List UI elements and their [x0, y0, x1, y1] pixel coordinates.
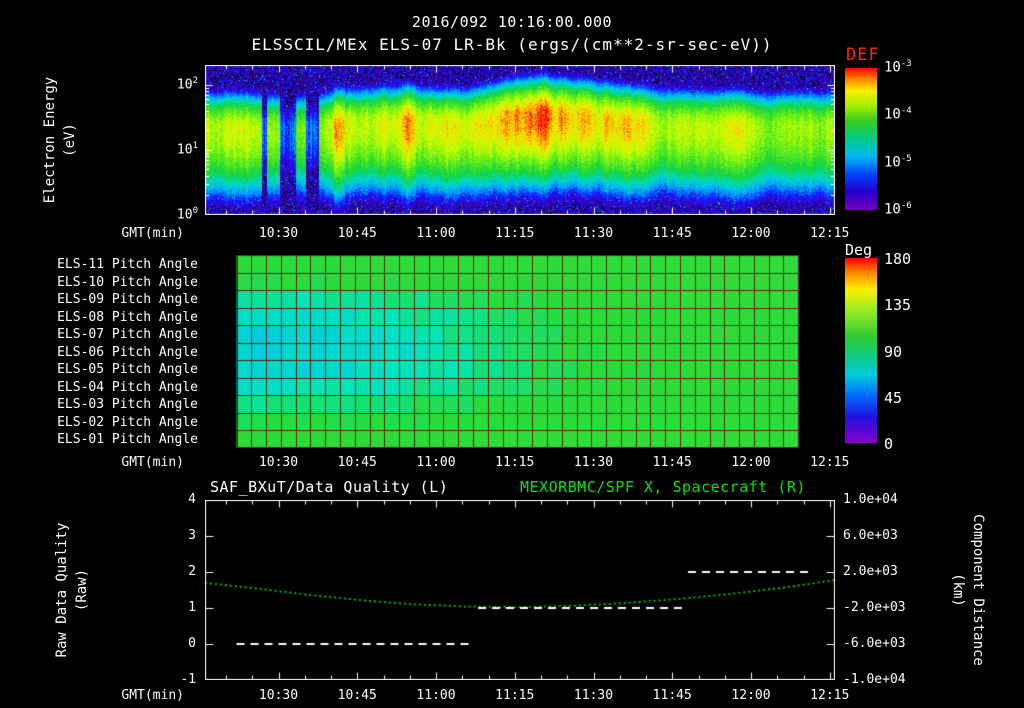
x-tick-label: 12:00 — [731, 455, 771, 470]
y-tick-label: 6.0e+03 — [843, 528, 898, 543]
y-tick-label: -2.0e+03 — [843, 600, 906, 615]
y-tick-label: 2 — [188, 564, 196, 579]
y-tick-label: 4 — [188, 492, 196, 507]
pitch-row-label: ELS-02 Pitch Angle — [57, 414, 198, 430]
spectrogram-y-axis-label-line2: (eV) — [62, 123, 78, 157]
x-tick-label: 11:15 — [495, 688, 535, 703]
page-title: 2016/092 10:16:00.000 — [411, 13, 613, 31]
x-tick-label: 11:00 — [416, 226, 456, 241]
x-tick-label: 11:45 — [652, 455, 692, 470]
pitch-row-label: ELS-08 Pitch Angle — [57, 309, 198, 325]
spectrogram-colorbar — [845, 68, 877, 210]
def-units-label: DEF — [846, 45, 880, 65]
pitch-row-label: ELS-01 Pitch Angle — [57, 432, 198, 448]
y-tick-label: 101 — [176, 140, 198, 158]
pitch-row-label: ELS-03 Pitch Angle — [57, 397, 198, 413]
pitch-row-label: ELS-04 Pitch Angle — [57, 379, 198, 395]
x-tick-label: 11:15 — [495, 226, 535, 241]
x-tick-label: 11:45 — [652, 688, 692, 703]
quality-title: SAF_BXuT/Data Quality (L) — [210, 478, 449, 496]
y-tick-label: 100 — [176, 206, 198, 223]
x-tick-label: 10:45 — [337, 226, 377, 241]
distance-title: MEXORBMC/SPF X, Spacecraft (R) — [520, 478, 806, 496]
x-tick-label: 11:30 — [573, 226, 614, 241]
spectrogram-y-axis-label-line1: Electron Energy — [42, 76, 58, 204]
colorbar-tick-label: 45 — [884, 388, 903, 407]
y-tick-label: -1 — [180, 672, 196, 687]
y-tick-label: 1 — [188, 600, 196, 615]
gmt-axis-label: GMT(min) — [121, 455, 184, 470]
x-tick-label: 11:00 — [416, 455, 456, 470]
x-tick-label: 11:00 — [416, 688, 456, 703]
x-tick-label: 10:30 — [258, 688, 299, 703]
pitch-row-label: ELS-07 Pitch Angle — [57, 327, 198, 343]
quality-distance-plot — [205, 500, 835, 680]
pitch-row-label: ELS-11 Pitch Angle — [57, 257, 198, 272]
colorbar-tick-label: 180 — [884, 250, 912, 268]
y-tick-label: 3 — [188, 528, 196, 543]
gmt-axis-label: GMT(min) — [121, 688, 184, 703]
quality-y-axis-label-line2: (Raw) — [74, 568, 90, 612]
colorbar-tick-label: 10-5 — [884, 153, 912, 171]
gmt-axis-label: GMT(min) — [121, 226, 184, 241]
y-tick-label: -6.0e+03 — [843, 636, 906, 651]
distance-y-axis-label-line1: Component Distance — [970, 514, 986, 666]
x-tick-label: 12:00 — [731, 688, 771, 703]
pitch-colorbar — [845, 258, 877, 443]
quality-y-axis-label-line1: Raw Data Quality — [54, 522, 70, 658]
x-tick-label: 10:45 — [337, 688, 377, 703]
pitch-row-label: ELS-10 Pitch Angle — [57, 274, 198, 290]
spectrogram-plot — [205, 65, 835, 215]
x-tick-label: 11:15 — [495, 455, 535, 470]
y-tick-label: 1.0e+04 — [843, 492, 898, 507]
distance-y-axis-label-line2: (km) — [950, 573, 966, 607]
x-tick-label: 12:00 — [731, 226, 771, 241]
y-tick-label: 2.0e+03 — [843, 564, 898, 579]
pitch-row-label: ELS-09 Pitch Angle — [57, 292, 198, 308]
pitch-row-label: ELS-06 Pitch Angle — [57, 344, 198, 360]
y-tick-label: 102 — [176, 75, 198, 92]
x-tick-label: 12:15 — [810, 688, 850, 703]
y-tick-label: 0 — [188, 636, 196, 651]
pitch-angle-plot — [205, 255, 835, 448]
x-tick-label: 11:30 — [573, 455, 614, 470]
x-tick-label: 10:45 — [337, 455, 377, 470]
x-tick-label: 12:15 — [810, 226, 850, 241]
instrument-title: ELSSCIL/MEx ELS-07 LR-Bk (ergs/(cm**2-sr… — [251, 35, 773, 54]
spectrogram-y-axis-label: Electron Energy (eV) — [40, 0, 80, 290]
colorbar-tick-label: 0 — [884, 435, 894, 453]
colorbar-tick-label: 10-4 — [884, 106, 912, 123]
quality-y-axis-label: Raw Data Quality (Raw) — [52, 440, 92, 708]
pitch-colorbar-title: Deg — [845, 241, 873, 259]
x-tick-label: 11:45 — [652, 226, 692, 241]
x-tick-label: 10:30 — [258, 226, 299, 241]
distance-y-axis-label: Component Distance (km) — [948, 440, 988, 708]
x-tick-label: 11:30 — [573, 688, 614, 703]
colorbar-tick-label: 90 — [884, 342, 903, 361]
x-tick-label: 12:15 — [810, 455, 850, 470]
pitch-row-label: ELS-05 Pitch Angle — [57, 362, 198, 378]
colorbar-tick-label: 10-6 — [884, 201, 912, 218]
x-tick-label: 10:30 — [258, 455, 299, 470]
colorbar-tick-label: 10-3 — [884, 59, 912, 76]
colorbar-tick-label: 135 — [884, 296, 912, 315]
y-tick-label: -1.0e+04 — [843, 672, 906, 687]
